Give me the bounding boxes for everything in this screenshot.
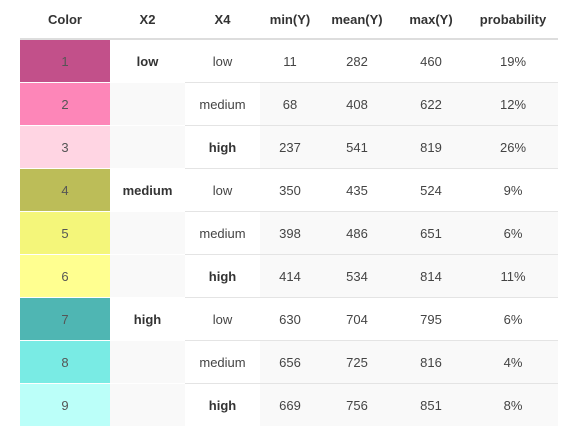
x2-cell [110,341,185,384]
table-row: 7 high low 630 704 795 6% [20,298,558,341]
min-cell: 237 [260,126,320,169]
table-row: 9 high 669 756 851 8% [20,384,558,427]
probability-cell: 11% [468,255,558,298]
max-cell: 819 [394,126,468,169]
probability-cell: 26% [468,126,558,169]
x2-cell: low [110,39,185,83]
summary-table-container: Color X2 X4 min(Y) mean(Y) max(Y) probab… [20,0,558,426]
table-row: 3 high 237 541 819 26% [20,126,558,169]
color-cell: 7 [20,298,110,341]
x2-cell [110,83,185,126]
mean-cell: 408 [320,83,394,126]
color-cell: 4 [20,169,110,212]
x2-cell [110,126,185,169]
header-x4: X4 [185,0,260,39]
x2-cell [110,384,185,427]
x2-cell: high [110,298,185,341]
x2-cell: medium [110,169,185,212]
table-row: 1 low low 11 282 460 19% [20,39,558,83]
mean-cell: 725 [320,341,394,384]
max-cell: 816 [394,341,468,384]
max-cell: 460 [394,39,468,83]
color-cell: 2 [20,83,110,126]
mean-cell: 704 [320,298,394,341]
min-cell: 656 [260,341,320,384]
x4-cell: medium [185,212,260,255]
x4-cell: low [185,169,260,212]
probability-cell: 12% [468,83,558,126]
table-row: 4 medium low 350 435 524 9% [20,169,558,212]
probability-cell: 8% [468,384,558,427]
x4-cell: high [185,384,260,427]
probability-cell: 19% [468,39,558,83]
x2-cell [110,212,185,255]
max-cell: 814 [394,255,468,298]
probability-cell: 9% [468,169,558,212]
min-cell: 669 [260,384,320,427]
table-row: 6 high 414 534 814 11% [20,255,558,298]
max-cell: 795 [394,298,468,341]
mean-cell: 756 [320,384,394,427]
min-cell: 350 [260,169,320,212]
color-cell: 3 [20,126,110,169]
table-row: 5 medium 398 486 651 6% [20,212,558,255]
header-mean: mean(Y) [320,0,394,39]
x4-cell: low [185,298,260,341]
max-cell: 851 [394,384,468,427]
min-cell: 630 [260,298,320,341]
x4-cell: high [185,126,260,169]
x2-cell [110,255,185,298]
x4-cell: medium [185,341,260,384]
color-cell: 6 [20,255,110,298]
summary-table: Color X2 X4 min(Y) mean(Y) max(Y) probab… [20,0,558,426]
min-cell: 68 [260,83,320,126]
header-color: Color [20,0,110,39]
x4-cell: low [185,39,260,83]
probability-cell: 6% [468,298,558,341]
probability-cell: 4% [468,341,558,384]
min-cell: 11 [260,39,320,83]
mean-cell: 435 [320,169,394,212]
max-cell: 651 [394,212,468,255]
header-min: min(Y) [260,0,320,39]
table-header: Color X2 X4 min(Y) mean(Y) max(Y) probab… [20,0,558,39]
max-cell: 524 [394,169,468,212]
table-row: 8 medium 656 725 816 4% [20,341,558,384]
x4-cell: medium [185,83,260,126]
color-cell: 1 [20,39,110,83]
mean-cell: 486 [320,212,394,255]
max-cell: 622 [394,83,468,126]
table-row: 2 medium 68 408 622 12% [20,83,558,126]
color-cell: 5 [20,212,110,255]
min-cell: 414 [260,255,320,298]
header-row: Color X2 X4 min(Y) mean(Y) max(Y) probab… [20,0,558,39]
color-cell: 9 [20,384,110,427]
min-cell: 398 [260,212,320,255]
x4-cell: high [185,255,260,298]
mean-cell: 534 [320,255,394,298]
table-body: 1 low low 11 282 460 19% 2 medium 68 408… [20,39,558,426]
probability-cell: 6% [468,212,558,255]
mean-cell: 541 [320,126,394,169]
header-max: max(Y) [394,0,468,39]
color-cell: 8 [20,341,110,384]
header-probability: probability [468,0,558,39]
header-x2: X2 [110,0,185,39]
mean-cell: 282 [320,39,394,83]
